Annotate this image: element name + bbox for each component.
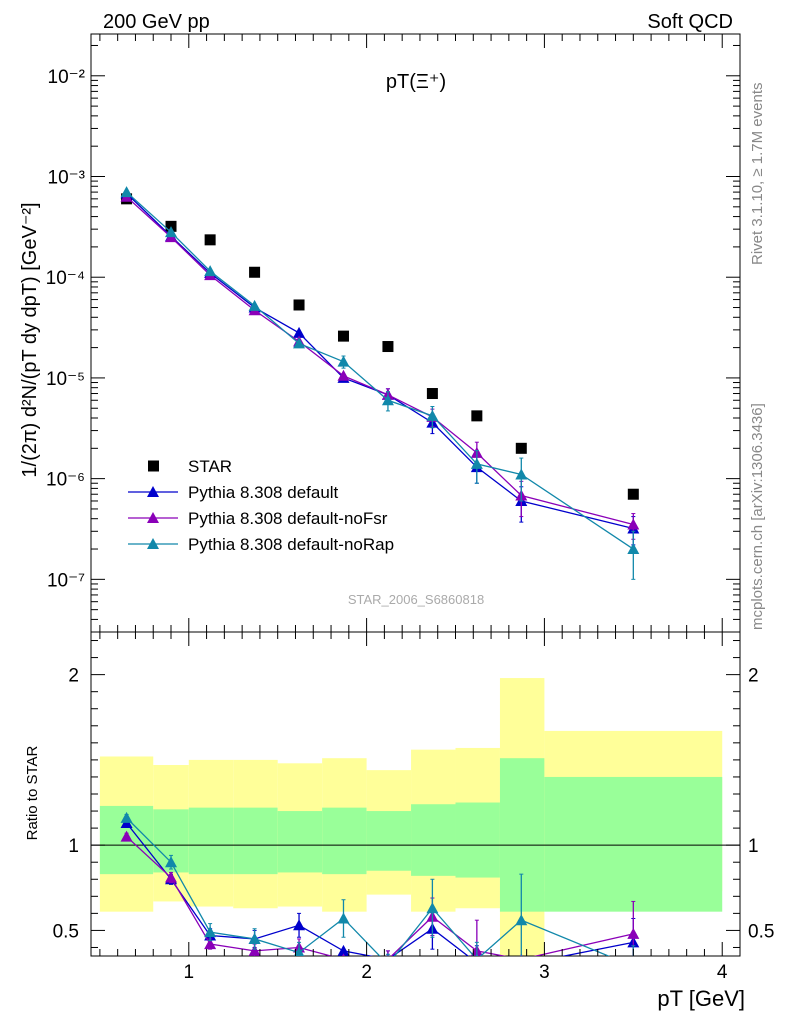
ratio-point-0 — [293, 919, 306, 931]
ratio-point-1 — [204, 938, 217, 950]
ratio-point-1 — [248, 944, 261, 956]
data-point-3 — [293, 337, 306, 349]
data-point-3 — [381, 394, 394, 406]
y-tick-label: 10⁻³ — [48, 168, 86, 189]
ratio-point-1 — [342, 953, 345, 956]
ratio-y-axis-label: Ratio to STAR — [24, 745, 41, 840]
ratio-point-2 — [248, 932, 261, 944]
band-inner — [233, 807, 278, 875]
data-point-3 — [248, 299, 261, 311]
series-line-1 — [126, 192, 634, 530]
ratio-y-tick-label: 2 — [748, 666, 759, 687]
data-point-star — [471, 410, 483, 422]
y-tick-label: 10⁻⁶ — [46, 470, 85, 491]
data-point-3 — [120, 186, 133, 198]
ratio-series — [120, 811, 640, 971]
ratio-point-1 — [627, 927, 640, 939]
band-inner — [411, 804, 456, 876]
data-point-3 — [515, 468, 528, 480]
data-point-3 — [337, 355, 350, 367]
data-point-star — [249, 266, 261, 278]
legend: STAR Pythia 8.308 default Pythia 8.308 def… — [128, 457, 394, 554]
legend-label: Pythia 8.308 default-noFsr — [188, 509, 388, 528]
ratio-point-2 — [165, 856, 178, 868]
y-tick-label: 10⁻⁷ — [47, 570, 85, 591]
x-tick-label: 3 — [539, 962, 550, 983]
data-point-star — [382, 341, 394, 353]
ratio-y-tick-label: 0.5 — [53, 921, 79, 942]
data-point-1 — [293, 326, 306, 338]
legend-label: Pythia 8.308 default-noRap — [188, 535, 394, 554]
ratio-point-1 — [165, 871, 178, 883]
data-point-3 — [204, 265, 217, 277]
ratio-line-1 — [126, 836, 634, 956]
legend-marker — [147, 486, 159, 497]
x-axis: 1 2 3 4 — [99, 34, 728, 983]
band-inner — [277, 811, 323, 873]
ratio-point-2 — [293, 946, 305, 956]
ratio-y-tick-label: 1 — [748, 836, 759, 857]
ratio-point-2 — [475, 953, 479, 956]
data-point-star — [627, 488, 639, 500]
ratio-point-2 — [120, 811, 133, 823]
ratio-point-0 — [471, 957, 483, 968]
ratio-point-0 — [515, 959, 527, 970]
ratio-y-tick-label: 2 — [68, 666, 79, 687]
ratio-y-tick-label: 1 — [68, 836, 79, 857]
rivet-version: Rivet 3.1.10, ≥ 1.7M events — [749, 83, 766, 266]
plot-title: pT(Ξ⁺) — [386, 71, 446, 93]
y-tick-label: 10⁻⁴ — [46, 268, 85, 289]
ratio-point-2 — [627, 960, 639, 971]
header-right: Soft QCD — [647, 11, 733, 33]
legend-marker — [147, 512, 159, 523]
main-y-axis: 10⁻⁷ 10⁻⁶ 10⁻⁵ 10⁻⁴ 10⁻³ 10⁻² — [46, 44, 740, 633]
data-point-star — [426, 388, 438, 400]
legend-label: Pythia 8.308 default — [188, 483, 339, 502]
ratio-point-2 — [337, 912, 350, 924]
ratio-bands — [99, 678, 723, 956]
ratio-point-2 — [382, 959, 394, 970]
band-inner — [499, 758, 545, 912]
band-inner — [188, 807, 234, 875]
mcplots-credit: mcplots.cern.ch [arXiv:1306.3436] — [749, 403, 766, 630]
ratio-point-2 — [515, 914, 528, 926]
ratio-point-0 — [337, 944, 350, 956]
data-point-star — [515, 442, 527, 454]
legend-marker — [147, 538, 159, 549]
ratio-y-axis: 0.5 0.5 1 1 2 2 — [53, 640, 774, 948]
data-point-3 — [426, 409, 439, 421]
y-tick-label: 10⁻⁵ — [46, 369, 85, 390]
band-inner — [322, 807, 367, 875]
ratio-point-2 — [204, 926, 217, 938]
data-point-star — [293, 299, 305, 311]
x-tick-label: 4 — [717, 962, 728, 983]
x-tick-label: 2 — [361, 962, 372, 983]
legend-marker — [148, 460, 159, 472]
data-point-3 — [165, 226, 178, 238]
data-point-3 — [627, 543, 640, 555]
band-inner — [455, 802, 500, 878]
data-point-3 — [470, 457, 483, 469]
main-series — [120, 186, 640, 580]
y-tick-label: 10⁻² — [48, 67, 86, 88]
main-y-axis-label: 1/(2π) d²N/(pT dy dpT) [GeV⁻²] — [19, 202, 41, 477]
data-point-star — [204, 234, 216, 246]
data-point-2 — [627, 518, 640, 530]
data-point-2 — [337, 369, 350, 381]
ratio-point-1 — [120, 830, 133, 842]
band-inner — [544, 776, 723, 912]
ratio-point-2 — [426, 902, 439, 914]
band-inner — [366, 811, 412, 871]
ratio-y-tick-label: 0.5 — [748, 921, 774, 942]
x-axis-label: pT [GeV] — [657, 986, 745, 1011]
analysis-watermark: STAR_2006_S6860818 — [348, 592, 484, 607]
x-tick-label: 1 — [184, 962, 195, 983]
data-point-star — [337, 330, 349, 342]
header-left: 200 GeV pp — [103, 11, 210, 33]
legend-label: STAR — [188, 457, 232, 476]
